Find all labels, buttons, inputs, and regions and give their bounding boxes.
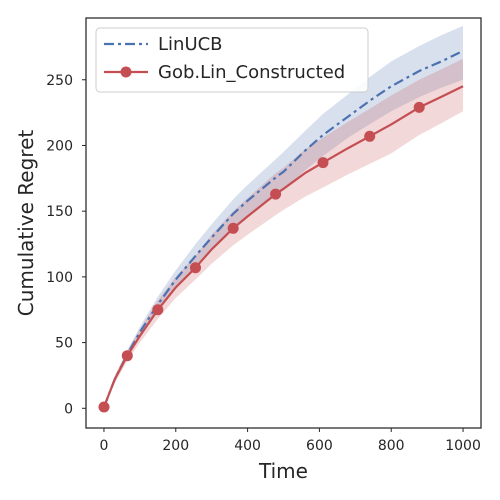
y-tick-label: 0 — [64, 401, 73, 417]
legend-box — [95, 27, 369, 93]
y-tick-label: 200 — [46, 138, 73, 154]
x-tick-label: 800 — [378, 438, 405, 454]
x-tick-label: 200 — [162, 438, 189, 454]
gob-lin-constructed-band — [104, 58, 463, 407]
gob-lin-constructed-marker — [413, 101, 425, 113]
y-tick-label: 250 — [46, 73, 73, 89]
gob-lin-constructed-marker — [152, 304, 164, 316]
series-markers — [98, 101, 425, 413]
y-tick-label: 100 — [46, 270, 73, 286]
gob-lin-constructed-marker — [317, 157, 329, 169]
legend-gob-lin-constructed-label: Gob.Lin_Constructed — [158, 62, 345, 83]
gob-lin-constructed-marker — [98, 401, 110, 413]
y-tick-label: 50 — [55, 336, 73, 352]
x-axis-label: Time — [258, 459, 308, 483]
x-tick-label: 0 — [99, 438, 108, 454]
y-tick-label: 150 — [46, 204, 73, 220]
linucb-line — [102, 49, 464, 408]
gob-lin-constructed-marker — [270, 188, 282, 200]
gob-lin-constructed-marker — [121, 350, 133, 362]
gob-lin-constructed-marker — [190, 262, 201, 274]
x-tick-label: 600 — [306, 438, 333, 454]
linucb-band — [104, 25, 463, 408]
x-tick-label: 1000 — [445, 438, 481, 454]
x-tick-label: 400 — [234, 438, 261, 454]
legend-gob-lin-constructed-marker — [120, 66, 132, 78]
x-axis-ticks: 0 200 400 600 800 1000 — [99, 428, 481, 454]
gob-lin-constructed-marker — [364, 130, 376, 142]
gob-lin-constructed-line — [102, 85, 464, 408]
y-axis-label: Cumulative Regret — [14, 130, 38, 317]
gob-lin-constructed-marker — [227, 222, 239, 234]
legend: LinUCB Gob.Lin_Constructed — [95, 27, 369, 93]
confidence-bands — [104, 25, 463, 408]
y-axis-ticks: 0 50 100 150 200 250 — [46, 73, 86, 417]
plot-frame — [85, 17, 482, 429]
series-lines — [102, 49, 464, 408]
legend-linucb-label: LinUCB — [158, 34, 223, 55]
